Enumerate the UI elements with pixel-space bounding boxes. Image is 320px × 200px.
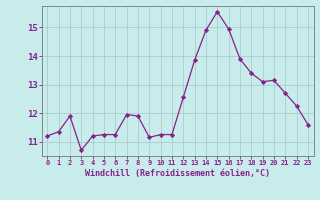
X-axis label: Windchill (Refroidissement éolien,°C): Windchill (Refroidissement éolien,°C): [85, 169, 270, 178]
